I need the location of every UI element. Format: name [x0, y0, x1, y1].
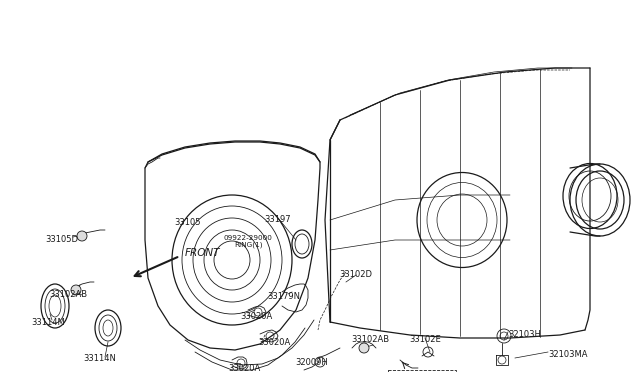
Text: 09922-29000
RING(1): 09922-29000 RING(1) [224, 235, 273, 248]
Circle shape [359, 343, 369, 353]
Text: 33020A: 33020A [258, 338, 291, 347]
Text: 33102AB: 33102AB [49, 290, 87, 299]
Text: 33020A: 33020A [240, 312, 272, 321]
Text: 32103MA: 32103MA [548, 350, 588, 359]
Text: 33105D: 33105D [45, 235, 79, 244]
Text: 33102D: 33102D [339, 270, 372, 279]
Text: 32009H: 32009H [296, 358, 328, 367]
Text: FRONT: FRONT [185, 248, 221, 258]
Text: 33197: 33197 [265, 215, 291, 224]
Bar [388, 370, 456, 372]
Text: 33102E: 33102E [409, 335, 441, 344]
Text: 32103H: 32103H [508, 330, 541, 339]
Text: 33114M: 33114M [31, 318, 65, 327]
Text: 33105: 33105 [175, 218, 201, 227]
Text: 33020A: 33020A [228, 364, 260, 372]
Circle shape [77, 231, 87, 241]
Circle shape [71, 285, 81, 295]
Text: 33179N: 33179N [268, 292, 301, 301]
Text: 33114N: 33114N [84, 354, 116, 363]
Text: 33102AB: 33102AB [351, 335, 389, 344]
